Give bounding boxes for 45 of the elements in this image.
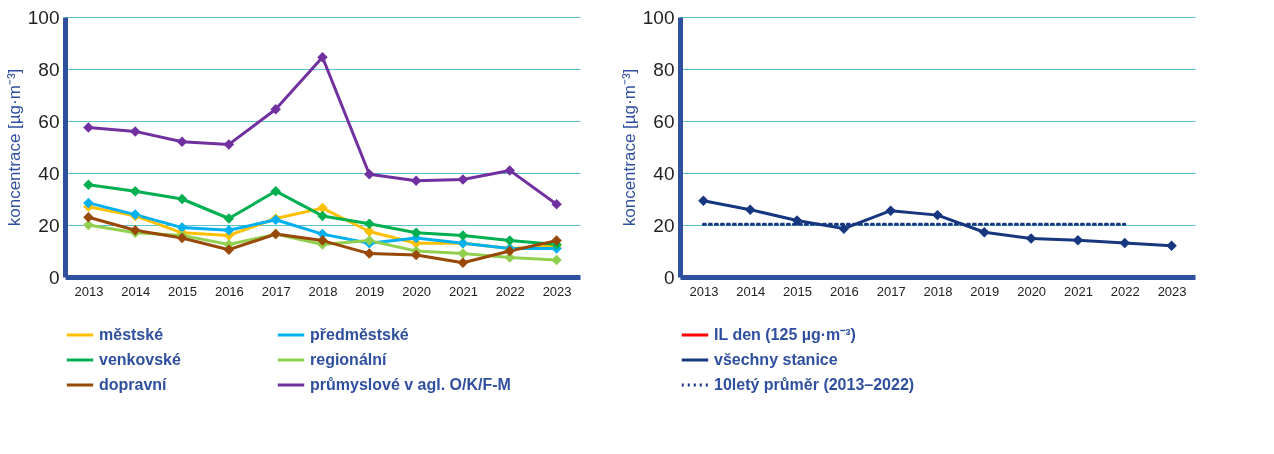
y-axis-title: koncentrace [µg·m⁻³] (619, 68, 639, 227)
x-tick-label: 2020 (1017, 283, 1047, 299)
x-tick-label: 2023 (1157, 283, 1187, 299)
x-tick-label: 2020 (402, 283, 432, 299)
y-tick-label: 0 (48, 266, 60, 288)
y-tick-label: 100 (27, 6, 60, 28)
x-tick-label: 2019 (970, 283, 1000, 299)
legend-label: 10letý průměr (2013–2022) (714, 376, 915, 393)
x-tick-label: 2015 (783, 283, 813, 299)
x-tick-label: 2021 (448, 283, 478, 299)
y-tick-label: 40 (653, 162, 675, 184)
x-tick-label: 2014 (121, 283, 151, 299)
y-tick-label: 20 (653, 214, 675, 236)
x-tick-label: 2015 (168, 283, 198, 299)
y-tick-label: 80 (38, 58, 60, 80)
x-tick-label: 2016 (829, 283, 859, 299)
x-tick-label: 2021 (1063, 283, 1093, 299)
legend-label: městské (99, 326, 164, 343)
x-tick-label: 2017 (876, 283, 906, 299)
legend-label: předměstské (310, 326, 409, 343)
y-tick-label: 40 (38, 162, 60, 184)
y-axis-title: koncentrace [µg·m⁻³] (4, 68, 24, 227)
legend-label: průmyslové v agl. O/K/F-M (310, 376, 511, 393)
x-tick-label: 2018 (923, 283, 953, 299)
y-tick-label: 60 (653, 110, 675, 132)
y-tick-label: 0 (663, 266, 675, 288)
y-tick-label: 60 (38, 110, 60, 132)
x-tick-label: 2014 (736, 283, 766, 299)
x-tick-label: 2022 (495, 283, 525, 299)
y-tick-label: 20 (38, 214, 60, 236)
x-tick-label: 2022 (1110, 283, 1140, 299)
x-tick-label: 2018 (308, 283, 338, 299)
legend-label: IL den (125 µg·m⁻³) (714, 326, 856, 343)
legend-label: venkovské (99, 351, 181, 368)
y-tick-label: 100 (642, 6, 675, 28)
legend-label: regionální (310, 351, 388, 368)
x-tick-label: 2013 (689, 283, 719, 299)
legend-label: všechny stanice (714, 351, 838, 368)
legend-label: dopravní (99, 376, 168, 393)
x-tick-label: 2013 (74, 283, 104, 299)
x-tick-label: 2019 (355, 283, 385, 299)
x-tick-label: 2023 (542, 283, 572, 299)
y-tick-label: 80 (653, 58, 675, 80)
x-tick-label: 2017 (261, 283, 291, 299)
x-tick-label: 2016 (214, 283, 244, 299)
